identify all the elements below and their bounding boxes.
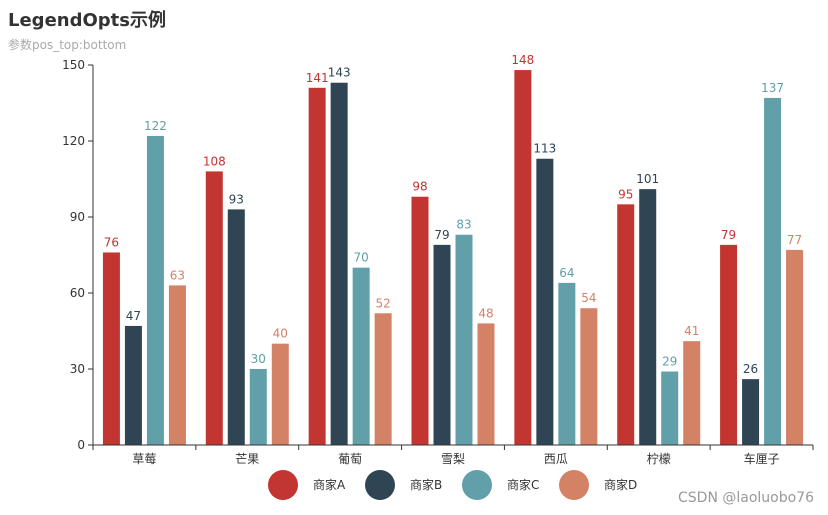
legend-marker[interactable] bbox=[365, 470, 395, 500]
data-label: 137 bbox=[761, 81, 784, 95]
y-tick-label: 60 bbox=[70, 286, 85, 300]
legend-label[interactable]: 商家A bbox=[313, 477, 346, 492]
data-label: 54 bbox=[581, 291, 596, 305]
bar[interactable] bbox=[227, 209, 245, 445]
data-label: 30 bbox=[251, 352, 266, 366]
bar[interactable] bbox=[661, 371, 679, 445]
legend-label[interactable]: 商家D bbox=[604, 477, 637, 492]
legend[interactable]: 商家A 商家B 商家C 商家D bbox=[268, 470, 637, 500]
x-tick-label: 柠檬 bbox=[647, 451, 671, 466]
bar[interactable] bbox=[330, 82, 348, 445]
data-label: 52 bbox=[376, 296, 391, 310]
data-label: 93 bbox=[229, 192, 244, 206]
legend-label[interactable]: 商家B bbox=[410, 477, 442, 492]
x-tick-label: 葡萄 bbox=[338, 452, 362, 466]
bar[interactable] bbox=[411, 196, 429, 445]
y-tick-label: 120 bbox=[62, 134, 85, 148]
legend-label[interactable]: 商家C bbox=[507, 477, 539, 492]
y-axis: 0 30 60 90 120 150 bbox=[62, 58, 94, 452]
bar[interactable] bbox=[374, 313, 392, 445]
data-label: 79 bbox=[721, 228, 736, 242]
bar[interactable] bbox=[742, 379, 760, 445]
bar[interactable] bbox=[146, 135, 164, 445]
bar[interactable] bbox=[168, 285, 186, 445]
data-label: 40 bbox=[273, 327, 288, 341]
data-label: 63 bbox=[170, 268, 185, 282]
y-tick-label: 0 bbox=[77, 438, 85, 452]
bar[interactable] bbox=[617, 204, 635, 445]
bars bbox=[102, 70, 804, 446]
bar[interactable] bbox=[514, 70, 532, 446]
data-label: 76 bbox=[104, 235, 119, 249]
x-tick-label: 雪梨 bbox=[441, 452, 465, 466]
data-label: 141 bbox=[306, 71, 329, 85]
data-label: 143 bbox=[328, 66, 351, 80]
data-label: 64 bbox=[559, 266, 574, 280]
chart-subtitle: 参数pos_top:bottom bbox=[8, 38, 127, 52]
bar[interactable] bbox=[271, 343, 289, 445]
watermark: CSDN @laoluobo76 bbox=[678, 490, 814, 506]
x-tick-label: 车厘子 bbox=[744, 451, 780, 466]
data-label: 48 bbox=[478, 306, 493, 320]
bar[interactable] bbox=[639, 189, 657, 445]
legend-marker[interactable] bbox=[559, 470, 589, 500]
data-label: 148 bbox=[511, 53, 534, 67]
data-labels: 76 108 141 98 148 95 79 47 93 143 79 113 101 26 122 30 7… bbox=[104, 53, 802, 376]
bar[interactable] bbox=[720, 244, 738, 445]
bar[interactable] bbox=[683, 341, 701, 445]
bar[interactable] bbox=[205, 171, 223, 445]
data-label: 101 bbox=[636, 172, 659, 186]
bar[interactable] bbox=[352, 267, 370, 445]
x-tick-label: 草莓 bbox=[132, 452, 156, 466]
data-label: 113 bbox=[533, 142, 556, 156]
y-tick-label: 90 bbox=[70, 210, 85, 224]
legend-marker[interactable] bbox=[462, 470, 492, 500]
data-label: 95 bbox=[618, 187, 633, 201]
chart-title: LegendOpts示例 bbox=[8, 10, 166, 31]
x-axis: 草莓 芒果 葡萄 雪梨 西瓜 柠檬 车厘子 bbox=[92, 444, 814, 466]
bar[interactable] bbox=[433, 244, 451, 445]
bar[interactable] bbox=[580, 308, 598, 445]
data-label: 108 bbox=[203, 154, 226, 168]
bar[interactable] bbox=[477, 323, 495, 445]
data-label: 47 bbox=[126, 309, 141, 323]
bar[interactable] bbox=[308, 87, 326, 446]
bar[interactable] bbox=[558, 282, 576, 445]
data-label: 41 bbox=[684, 324, 699, 338]
data-label: 79 bbox=[434, 228, 449, 242]
x-tick-label: 芒果 bbox=[235, 451, 259, 466]
bar[interactable] bbox=[124, 325, 142, 445]
data-label: 122 bbox=[144, 119, 167, 133]
bar[interactable] bbox=[764, 97, 782, 445]
data-label: 98 bbox=[412, 180, 427, 194]
bar[interactable] bbox=[536, 158, 554, 445]
data-label: 77 bbox=[787, 233, 802, 247]
x-tick-label: 西瓜 bbox=[544, 452, 568, 466]
y-tick-label: 30 bbox=[70, 362, 85, 376]
bar[interactable] bbox=[455, 234, 473, 445]
data-label: 83 bbox=[456, 218, 471, 232]
bar[interactable] bbox=[249, 369, 267, 445]
data-label: 70 bbox=[354, 251, 369, 265]
bar[interactable] bbox=[102, 252, 120, 445]
legend-marker[interactable] bbox=[268, 470, 298, 500]
data-label: 29 bbox=[662, 355, 677, 369]
data-label: 26 bbox=[743, 362, 758, 376]
bar[interactable] bbox=[786, 249, 804, 445]
y-tick-label: 150 bbox=[62, 58, 85, 72]
